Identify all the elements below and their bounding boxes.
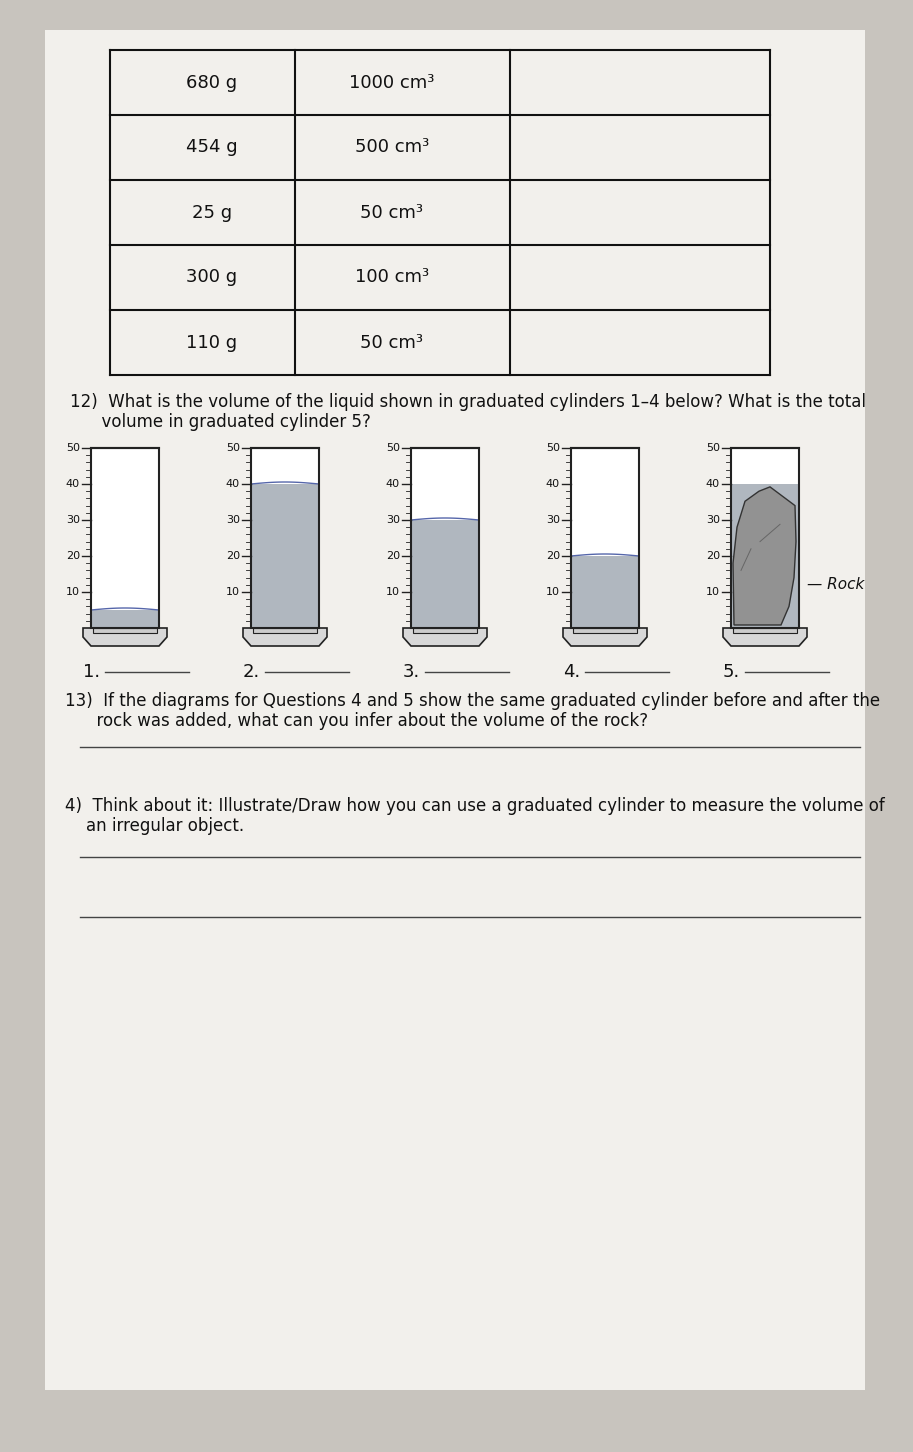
Bar xyxy=(411,449,479,629)
Text: 4)  Think about it: Illustrate/Draw how you can use a graduated cylinder to meas: 4) Think about it: Illustrate/Draw how y… xyxy=(65,797,885,815)
Text: 5.: 5. xyxy=(723,664,740,681)
Bar xyxy=(731,449,799,629)
Polygon shape xyxy=(253,629,317,633)
Text: 50: 50 xyxy=(226,443,240,453)
Text: 40: 40 xyxy=(546,479,560,489)
Text: 100 cm³: 100 cm³ xyxy=(354,269,429,286)
Text: 40: 40 xyxy=(706,479,720,489)
Bar xyxy=(571,556,639,629)
Text: 30: 30 xyxy=(546,515,560,526)
Text: 680 g: 680 g xyxy=(186,74,237,91)
Polygon shape xyxy=(83,629,167,646)
Text: 4.: 4. xyxy=(563,664,581,681)
Text: 50: 50 xyxy=(66,443,80,453)
Text: 1000 cm³: 1000 cm³ xyxy=(349,74,435,91)
Text: rock was added, what can you infer about the volume of the rock?: rock was added, what can you infer about… xyxy=(65,711,648,730)
Text: 20: 20 xyxy=(546,550,560,560)
Text: 20: 20 xyxy=(386,550,400,560)
Bar xyxy=(411,520,479,629)
Text: 10: 10 xyxy=(706,587,720,597)
Polygon shape xyxy=(723,629,807,646)
Text: 50: 50 xyxy=(706,443,720,453)
Text: 50 cm³: 50 cm³ xyxy=(361,334,424,351)
Text: 40: 40 xyxy=(66,479,80,489)
Polygon shape xyxy=(733,629,797,633)
Text: 110 g: 110 g xyxy=(186,334,237,351)
Text: 30: 30 xyxy=(706,515,720,526)
Bar xyxy=(731,449,799,629)
Bar xyxy=(411,449,479,629)
Text: 10: 10 xyxy=(546,587,560,597)
Polygon shape xyxy=(573,629,637,633)
Text: 300 g: 300 g xyxy=(186,269,237,286)
Text: 20: 20 xyxy=(226,550,240,560)
Bar xyxy=(91,610,159,629)
Polygon shape xyxy=(403,629,487,646)
Bar xyxy=(731,484,799,629)
Text: — Rock: — Rock xyxy=(807,578,865,592)
Text: 10: 10 xyxy=(226,587,240,597)
Text: 30: 30 xyxy=(66,515,80,526)
Bar xyxy=(91,449,159,629)
Bar xyxy=(571,449,639,629)
Polygon shape xyxy=(93,629,157,633)
Text: 10: 10 xyxy=(386,587,400,597)
Polygon shape xyxy=(563,629,647,646)
Text: 50 cm³: 50 cm³ xyxy=(361,203,424,222)
Polygon shape xyxy=(243,629,327,646)
Text: 50: 50 xyxy=(386,443,400,453)
Bar xyxy=(251,449,319,629)
Text: 10: 10 xyxy=(66,587,80,597)
Text: 30: 30 xyxy=(386,515,400,526)
Text: 2.: 2. xyxy=(243,664,260,681)
Text: volume in graduated cylinder 5?: volume in graduated cylinder 5? xyxy=(70,412,371,431)
Text: 25 g: 25 g xyxy=(192,203,232,222)
Text: an irregular object.: an irregular object. xyxy=(65,817,244,835)
Text: 20: 20 xyxy=(66,550,80,560)
Text: 1.: 1. xyxy=(83,664,100,681)
Polygon shape xyxy=(413,629,477,633)
Text: 12)  What is the volume of the liquid shown in graduated cylinders 1–4 below? Wh: 12) What is the volume of the liquid sho… xyxy=(70,393,866,411)
Text: 50: 50 xyxy=(546,443,560,453)
Bar xyxy=(91,449,159,629)
Text: 40: 40 xyxy=(386,479,400,489)
Text: 454 g: 454 g xyxy=(186,138,237,157)
Text: 20: 20 xyxy=(706,550,720,560)
Text: 3.: 3. xyxy=(403,664,420,681)
Text: 500 cm³: 500 cm³ xyxy=(354,138,429,157)
Text: 13)  If the diagrams for Questions 4 and 5 show the same graduated cylinder befo: 13) If the diagrams for Questions 4 and … xyxy=(65,693,880,710)
Bar xyxy=(571,449,639,629)
Text: 30: 30 xyxy=(226,515,240,526)
Bar xyxy=(45,30,865,1390)
Polygon shape xyxy=(733,486,796,624)
Bar xyxy=(251,484,319,629)
Bar xyxy=(251,449,319,629)
Text: 40: 40 xyxy=(226,479,240,489)
